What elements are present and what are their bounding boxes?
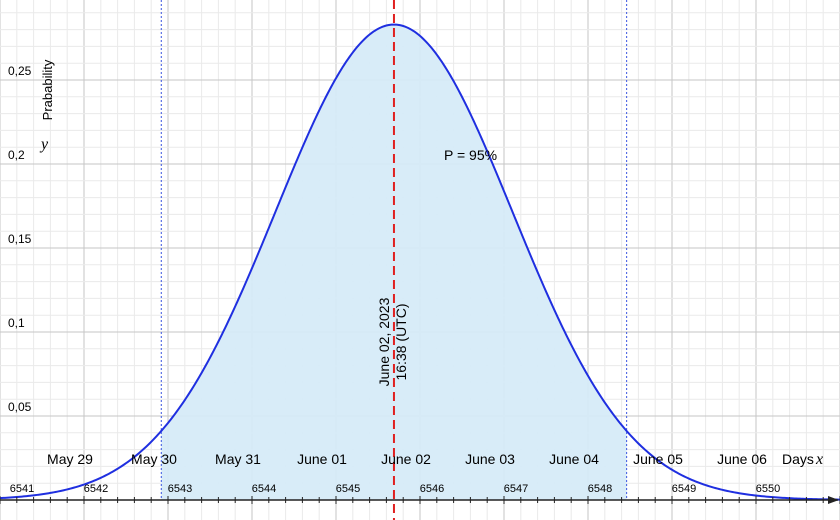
y-tick-label: 0,1: [8, 316, 25, 330]
x-tick-label: 6542: [84, 483, 108, 495]
y-tick-label: 0,25: [8, 64, 32, 78]
mean-time-label: 16:38 (UTC): [393, 303, 409, 380]
date-label: May 29: [47, 451, 93, 467]
date-label: May 30: [131, 451, 177, 467]
mean-date-label: June 02, 2023: [376, 297, 392, 386]
x-tick-label: 6549: [672, 483, 696, 495]
x-tick-label: 6541: [10, 483, 34, 495]
x-tick-label: 6550: [756, 483, 780, 495]
x-tick-label: 6547: [504, 483, 528, 495]
date-label: June 04: [549, 451, 599, 467]
x-axis-arrow: [828, 496, 839, 504]
x-tick-label: 6544: [252, 483, 276, 495]
y-axis-variable: y: [39, 136, 49, 153]
date-label: June 02: [381, 451, 431, 467]
date-label: June 03: [465, 451, 515, 467]
density-curve: [0, 23, 840, 501]
date-label: June 05: [633, 451, 683, 467]
x-tick-label: 6545: [336, 483, 360, 495]
axis-labels: Prabability y Days x P = 95% June 02, 20…: [39, 59, 823, 468]
interval-bounds: [160, 0, 628, 500]
x-axis: 6541 6542 6543 6544 6545 6546 6547 6548 6549 6550…: [0, 64, 840, 504]
date-label: May 31: [215, 451, 261, 467]
probability-label: P = 95%: [444, 147, 497, 163]
x-axis-label: Days: [782, 451, 814, 467]
x-axis-variable: x: [815, 451, 823, 468]
y-axis-label: Prabability: [40, 59, 55, 120]
x-tick-label: 6546: [420, 483, 444, 495]
probability-area: [161, 24, 627, 500]
y-tick-label: 0,05: [8, 400, 32, 414]
x-tick-label: 6543: [168, 483, 192, 495]
y-tick-label: 0,2: [8, 148, 25, 162]
y-tick-label: 0,15: [8, 232, 32, 246]
x-tick-label: 6548: [588, 483, 612, 495]
date-label: June 06: [717, 451, 767, 467]
date-label: June 01: [297, 451, 347, 467]
